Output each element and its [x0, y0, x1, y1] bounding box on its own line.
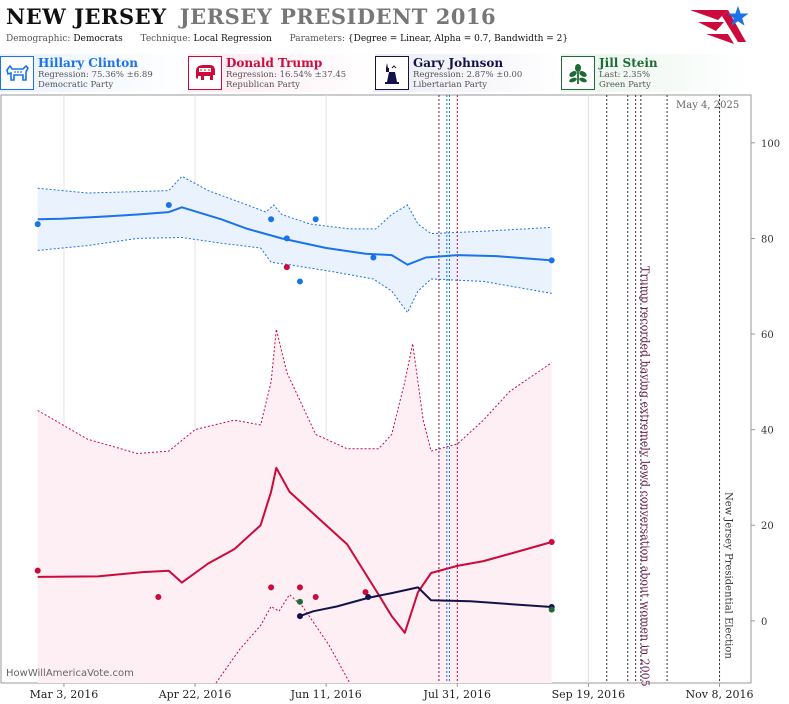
candidate-trump: Donald Trump Regression: 16.54% ±37.45 R… — [188, 54, 375, 92]
candidate-stein: Jill Stein Last: 2.35% Green Party — [561, 54, 749, 92]
confidence-band — [37, 176, 552, 313]
data-point — [296, 584, 303, 591]
data-point — [268, 216, 275, 223]
race-title: JERSEY PRESIDENT 2016 — [179, 4, 497, 29]
candidate-stat: Regression: 16.54% ±37.45 — [226, 70, 347, 80]
candidate-name: Donald Trump — [226, 56, 323, 70]
data-point — [268, 584, 275, 591]
data-point — [548, 538, 555, 545]
trend-line — [37, 466, 552, 634]
trend-line — [37, 206, 552, 266]
confidence-bound-upper — [37, 329, 552, 455]
data-point — [312, 593, 319, 600]
x-tick-label: Apr 22, 2016 — [158, 688, 232, 701]
data-point — [548, 606, 555, 613]
technique-label: Technique: — [140, 34, 191, 44]
data-point — [296, 278, 303, 285]
candidate-party: Democratic Party — [38, 80, 114, 90]
site-logo-icon — [690, 6, 749, 44]
data-point — [283, 235, 290, 242]
data-point — [312, 216, 319, 223]
event-label: New Jersey Presidential Election — [723, 492, 734, 659]
y-tick-label: 100 — [761, 139, 780, 150]
trend-line — [299, 586, 552, 618]
confidence-bound-upper — [37, 175, 552, 235]
data-point — [165, 201, 172, 208]
candidate-legend: Hillary Clinton Regression: 75.36% ±6.89… — [0, 54, 789, 94]
candidate-name: Hillary Clinton — [38, 56, 138, 70]
y-tick-label: 20 — [761, 521, 774, 532]
demographic-label: Demographic: — [6, 34, 71, 44]
site-watermark: HowWillAmericaVote.com — [6, 668, 134, 679]
liberty-icon — [375, 56, 409, 90]
state-title: NEW JERSEY — [6, 4, 167, 29]
candidate-johnson: Gary Johnson Regression: 2.87% ±0.00 Lib… — [375, 54, 561, 92]
plot-area — [34, 95, 721, 683]
elephant-icon — [188, 56, 222, 90]
parameters-value: {Degree = Linear, Alpha = 0.7, Bandwidth… — [347, 34, 569, 44]
chart-date-stamp: May 4, 2025 — [676, 100, 740, 111]
data-point — [34, 221, 41, 228]
x-tick-label: Jun 11, 2016 — [290, 688, 362, 701]
confidence-bound-lower — [215, 593, 351, 683]
poll-chart: Trump recorded having extremely lewd con… — [0, 94, 780, 701]
candidate-party: Green Party — [599, 80, 651, 90]
data-point — [283, 264, 290, 271]
parameters-label: Parameters: — [289, 34, 346, 44]
parameters-line: Demographic: Democrats Technique: Local … — [6, 34, 568, 44]
candidate-name: Jill Stein — [599, 56, 658, 70]
data-point — [296, 613, 303, 620]
y-tick-label: 40 — [761, 426, 774, 437]
candidate-stat: Regression: 2.87% ±0.00 — [413, 70, 523, 80]
data-point — [362, 589, 369, 596]
demographic-value: Democrats — [73, 34, 123, 44]
candidate-clinton: Hillary Clinton Regression: 75.36% ±6.89… — [0, 54, 188, 92]
data-point — [365, 593, 372, 600]
x-tick-label: Nov 8, 2016 — [686, 688, 754, 701]
data-point — [370, 254, 377, 261]
event-label: Trump recorded having extremely lewd con… — [639, 266, 652, 687]
y-tick-label: 0 — [761, 617, 767, 628]
flower-icon — [561, 56, 595, 90]
x-tick-label: Mar 3, 2016 — [30, 688, 99, 701]
confidence-band — [37, 329, 552, 683]
y-tick-label: 60 — [761, 330, 774, 341]
candidate-party: Libertarian Party — [413, 80, 488, 90]
data-point — [296, 598, 303, 605]
candidate-party: Republican Party — [226, 80, 300, 90]
data-point — [155, 593, 162, 600]
technique-value: Local Regression — [193, 34, 272, 44]
x-tick-label: Sep 19, 2016 — [552, 688, 626, 701]
data-point — [548, 257, 555, 264]
y-tick-label: 80 — [761, 234, 774, 245]
candidate-name: Gary Johnson — [413, 56, 504, 70]
donkey-icon — [0, 56, 34, 90]
x-tick-label: Jul 31, 2016 — [423, 688, 492, 701]
candidate-stat: Last: 2.35% — [599, 70, 651, 80]
candidate-stat: Regression: 75.36% ±6.89 — [38, 70, 153, 80]
data-point — [34, 567, 41, 574]
chart-title: NEW JERSEY JERSEY PRESIDENT 2016 — [6, 4, 496, 34]
